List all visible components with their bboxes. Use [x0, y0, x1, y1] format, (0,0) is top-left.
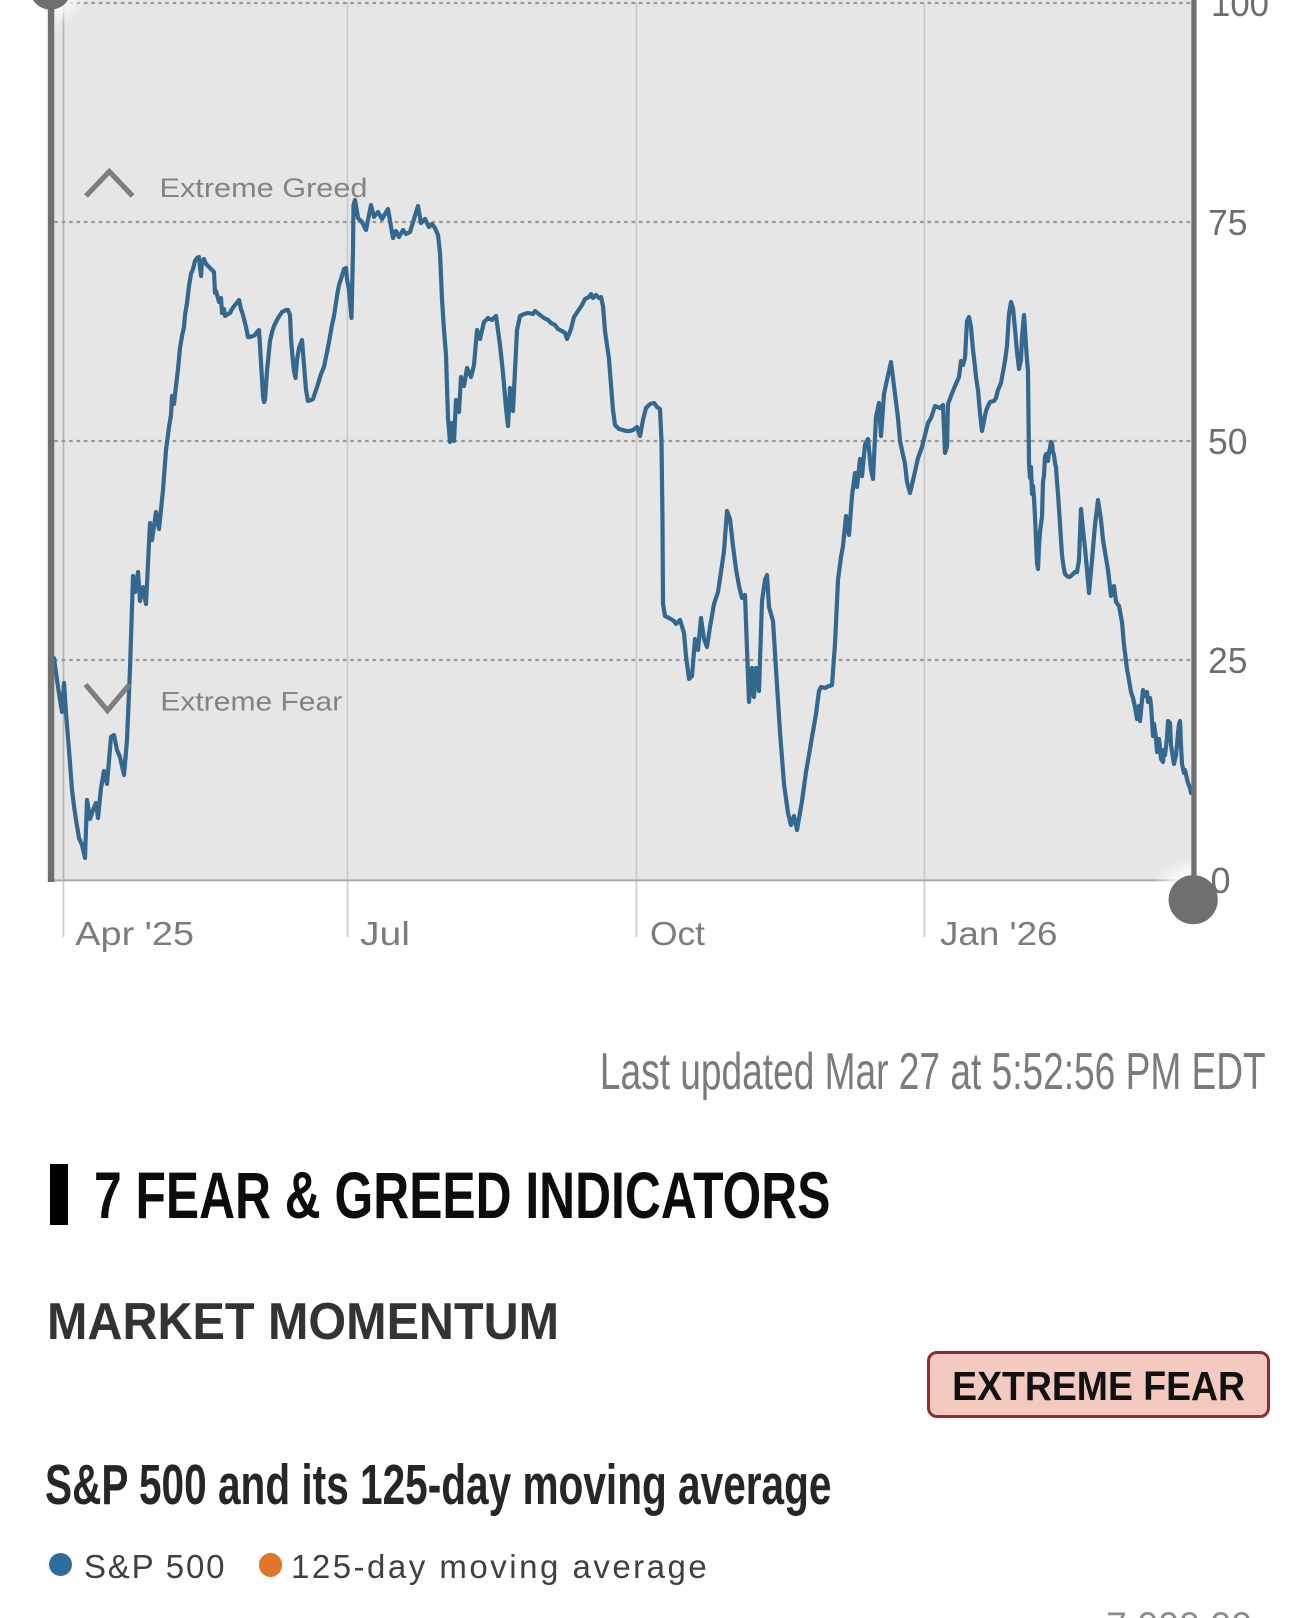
- svg-text:25: 25: [1208, 640, 1248, 681]
- svg-text:Jan '26: Jan '26: [940, 915, 1058, 952]
- svg-text:100: 100: [1211, 0, 1269, 24]
- svg-text:50: 50: [1208, 421, 1248, 462]
- svg-text:Apr '25: Apr '25: [75, 915, 194, 952]
- svg-text:Extreme Greed: Extreme Greed: [160, 173, 368, 203]
- svg-text:Extreme Fear: Extreme Fear: [160, 687, 342, 717]
- svg-text:Oct: Oct: [650, 915, 705, 952]
- svg-text:Jul: Jul: [360, 915, 410, 952]
- svg-text:75: 75: [1208, 202, 1248, 243]
- svg-text:0: 0: [1211, 860, 1231, 901]
